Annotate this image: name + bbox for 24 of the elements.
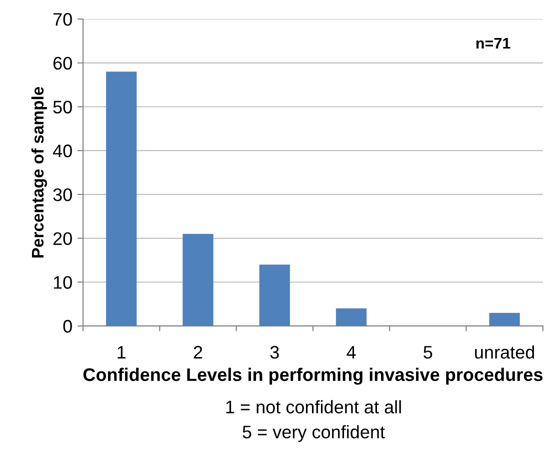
text: 5 = very confident — [242, 425, 385, 442]
bar — [489, 312, 520, 326]
y-axis-title: Percentage of sample — [31, 86, 47, 258]
bar — [259, 264, 290, 326]
bar — [336, 308, 367, 326]
y-tick-label: 70 — [53, 13, 72, 26]
bar — [182, 234, 214, 326]
y-tick-label: 10 — [54, 276, 72, 289]
x-tick-label: unrated — [475, 345, 534, 359]
y-tick-label: 40 — [52, 144, 72, 158]
bar — [106, 72, 137, 326]
y-tick-label: 30 — [53, 188, 72, 202]
x-tick-label: 5 — [424, 346, 432, 359]
y-tick-label: 60 — [53, 56, 72, 70]
x-axis-title: Confidence Levels in performing invasive procedures — [83, 368, 542, 385]
annotation: n=71 — [476, 38, 510, 49]
y-tick-label: 50 — [53, 100, 72, 114]
text: 1 = not confident at all — [226, 400, 401, 414]
y-tick-label: 20 — [53, 232, 72, 246]
y-tick-label: 0 — [63, 320, 72, 333]
x-tick-label: 3 — [270, 346, 279, 359]
x-tick-label: 1 — [118, 346, 126, 358]
x-tick-label: 2 — [194, 346, 202, 358]
x-tick-label: 4 — [346, 346, 356, 358]
